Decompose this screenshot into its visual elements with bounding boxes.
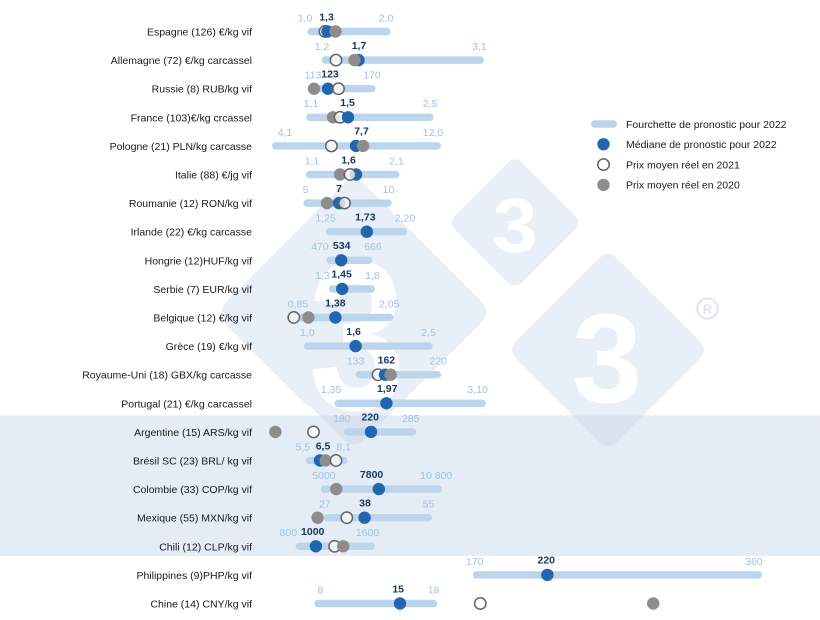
svg-text:Colombie (33) COP/kg vif: Colombie (33) COP/kg vif xyxy=(133,484,252,496)
svg-text:18: 18 xyxy=(428,584,440,596)
svg-text:Argentine (15) ARS/kg vif: Argentine (15) ARS/kg vif xyxy=(134,427,252,439)
svg-text:2,0: 2,0 xyxy=(379,12,394,24)
svg-text:Prix moyen réel en 2020: Prix moyen réel en 2020 xyxy=(626,180,740,192)
svg-text:15: 15 xyxy=(392,583,404,595)
svg-text:Grèce (19) €/kg vif: Grèce (19) €/kg vif xyxy=(166,341,252,353)
svg-text:6,5: 6,5 xyxy=(316,440,331,452)
svg-text:Roumanie (12) RON/kg vif: Roumanie (12) RON/kg vif xyxy=(129,198,252,210)
svg-text:1,0: 1,0 xyxy=(300,327,315,339)
svg-text:285: 285 xyxy=(402,413,420,425)
svg-text:Allemagne (72) €/kg carcassel: Allemagne (72) €/kg carcassel xyxy=(111,55,252,67)
svg-text:Pologne (21) PLN/kg carcasse: Pologne (21) PLN/kg carcasse xyxy=(110,141,253,153)
svg-text:180: 180 xyxy=(333,413,351,425)
svg-text:1,1: 1,1 xyxy=(305,155,320,167)
svg-text:2,5: 2,5 xyxy=(423,98,438,110)
svg-text:Chine (14) CNY/kg vif: Chine (14) CNY/kg vif xyxy=(150,599,252,611)
svg-text:133: 133 xyxy=(347,356,365,368)
svg-text:1,8: 1,8 xyxy=(365,270,380,282)
svg-text:Irlande (22) €/kg carcasse: Irlande (22) €/kg carcasse xyxy=(131,227,253,239)
svg-text:1,45: 1,45 xyxy=(331,269,352,281)
svg-text:162: 162 xyxy=(378,355,396,367)
svg-text:470: 470 xyxy=(311,241,329,253)
svg-text:7: 7 xyxy=(336,183,342,195)
svg-text:8: 8 xyxy=(317,584,323,596)
svg-text:1,7: 1,7 xyxy=(352,40,367,52)
svg-text:1,97: 1,97 xyxy=(377,383,398,395)
svg-text:2,20: 2,20 xyxy=(395,213,416,225)
svg-text:3: 3 xyxy=(309,217,406,454)
svg-text:Espagne (126) €/kg vif: Espagne (126) €/kg vif xyxy=(147,27,252,39)
svg-text:5000: 5000 xyxy=(312,470,336,482)
svg-text:123: 123 xyxy=(321,69,339,81)
svg-text:2,1: 2,1 xyxy=(389,155,404,167)
svg-text:170: 170 xyxy=(466,556,484,568)
svg-text:55: 55 xyxy=(423,499,435,511)
svg-text:Portugal (21) €/kg carcassel: Portugal (21) €/kg carcassel xyxy=(121,398,252,410)
svg-text:666: 666 xyxy=(364,241,382,253)
svg-text:534: 534 xyxy=(333,240,351,252)
svg-text:1,2: 1,2 xyxy=(315,41,330,53)
svg-text:1600: 1600 xyxy=(356,527,380,539)
svg-text:5,5: 5,5 xyxy=(296,441,311,453)
svg-text:1,73: 1,73 xyxy=(355,212,376,224)
svg-text:1,6: 1,6 xyxy=(346,326,361,338)
svg-text:3,1: 3,1 xyxy=(472,41,487,53)
svg-text:220: 220 xyxy=(430,356,448,368)
svg-text:Philippines (9)PHP/kg vif: Philippines (9)PHP/kg vif xyxy=(136,570,252,582)
svg-text:Hongrie (12)HUF/kg vif: Hongrie (12)HUF/kg vif xyxy=(145,255,252,267)
svg-text:2,5: 2,5 xyxy=(421,327,436,339)
svg-text:1,1: 1,1 xyxy=(304,98,319,110)
svg-text:5: 5 xyxy=(303,184,309,196)
svg-text:1,35: 1,35 xyxy=(321,384,342,396)
svg-text:3: 3 xyxy=(572,288,642,429)
svg-text:1000: 1000 xyxy=(301,526,325,538)
svg-text:170: 170 xyxy=(363,70,381,82)
svg-text:Médiane de pronostic pour 2022: Médiane de pronostic pour 2022 xyxy=(626,139,777,151)
svg-text:Royaume-Uni (18) GBX/kg carcas: Royaume-Uni (18) GBX/kg carcasse xyxy=(82,370,252,382)
svg-text:113: 113 xyxy=(305,70,322,82)
svg-text:0,85: 0,85 xyxy=(288,298,309,310)
svg-text:360: 360 xyxy=(745,556,763,568)
svg-text:Prix moyen réel en 2021: Prix moyen réel en 2021 xyxy=(626,159,740,171)
svg-text:France (103)€/kg crcassel: France (103)€/kg crcassel xyxy=(131,112,252,124)
svg-text:Brésil SC (23) BRL/ kg vif: Brésil SC (23) BRL/ kg vif xyxy=(133,456,252,468)
svg-text:7800: 7800 xyxy=(360,469,384,481)
svg-text:3: 3 xyxy=(493,183,538,269)
svg-text:4,1: 4,1 xyxy=(278,127,293,139)
svg-text:1,3: 1,3 xyxy=(319,11,334,23)
svg-text:27: 27 xyxy=(319,499,331,511)
svg-text:1,0: 1,0 xyxy=(298,12,313,24)
svg-text:2,05: 2,05 xyxy=(379,298,400,310)
svg-text:Belgique (12) €/kg vif: Belgique (12) €/kg vif xyxy=(153,313,252,325)
svg-text:8,1: 8,1 xyxy=(336,441,351,453)
svg-text:1,5: 1,5 xyxy=(340,97,355,109)
svg-text:10 800: 10 800 xyxy=(420,470,452,482)
svg-text:12,0: 12,0 xyxy=(423,127,444,139)
svg-text:Russie (8) RUB/kg vif: Russie (8) RUB/kg vif xyxy=(152,84,252,96)
svg-text:1,3: 1,3 xyxy=(315,270,330,282)
svg-text:Chili (12) CLP/kg vif: Chili (12) CLP/kg vif xyxy=(159,541,252,553)
svg-text:R: R xyxy=(703,301,713,316)
svg-text:10: 10 xyxy=(383,184,395,196)
svg-text:38: 38 xyxy=(359,498,371,510)
svg-text:Mexique (55) MXN/kg vif: Mexique (55) MXN/kg vif xyxy=(137,513,252,525)
svg-text:800: 800 xyxy=(280,527,298,539)
svg-text:220: 220 xyxy=(537,555,555,567)
svg-text:1,6: 1,6 xyxy=(341,154,356,166)
svg-text:Italie (88) €/jg vif: Italie (88) €/jg vif xyxy=(175,170,252,182)
svg-text:220: 220 xyxy=(361,412,379,424)
svg-text:1,38: 1,38 xyxy=(325,297,346,309)
svg-text:7,7: 7,7 xyxy=(354,126,369,138)
svg-text:Fourchette de pronostic pour 2: Fourchette de pronostic pour 2022 xyxy=(626,119,787,131)
svg-text:Serbie (7) EUR/kg vif: Serbie (7) EUR/kg vif xyxy=(153,284,252,296)
svg-text:1,25: 1,25 xyxy=(315,213,336,225)
svg-text:3,10: 3,10 xyxy=(467,384,488,396)
